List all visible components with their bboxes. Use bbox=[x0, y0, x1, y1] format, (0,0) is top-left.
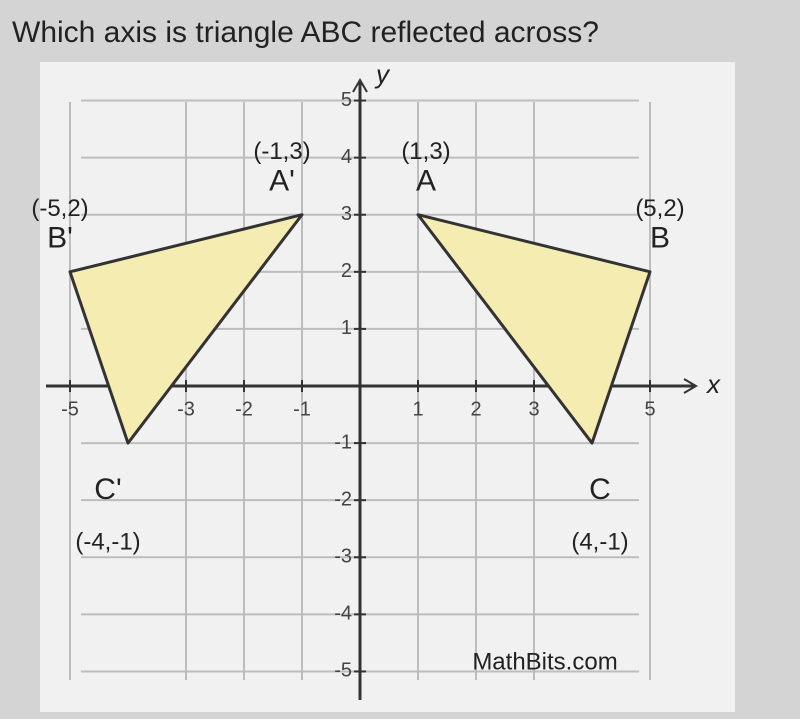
x-tick-label: -1 bbox=[293, 398, 311, 420]
y-tick-label: 2 bbox=[341, 260, 352, 282]
triangle bbox=[416, 213, 652, 445]
vertex-label: C bbox=[589, 473, 611, 506]
plot: xy-5 -3 -2 -1 1 2 3 554321-1-2-3-4-5A'(-1,3)B'(… bbox=[31, 59, 721, 700]
vertex-coordinate: (-5,2) bbox=[31, 195, 88, 222]
vertex-coordinate: (-1,3) bbox=[253, 138, 310, 165]
watermark: MathBits.com bbox=[472, 648, 617, 675]
y-axis-arrow bbox=[352, 78, 368, 93]
x-tick-label: 1 bbox=[412, 398, 423, 420]
y-tick-label: -2 bbox=[334, 488, 352, 510]
y-tick-label: -1 bbox=[334, 431, 352, 453]
vertex-label: B bbox=[650, 222, 670, 255]
x-tick-label: 5 bbox=[644, 398, 655, 420]
x-axis-label: x bbox=[705, 369, 721, 399]
x-tick-label: -5 bbox=[61, 398, 79, 420]
vertex-label: C' bbox=[94, 473, 121, 506]
vertex-coordinate: (1,3) bbox=[401, 138, 450, 165]
vertex-label: B' bbox=[47, 222, 73, 255]
y-tick-label: 5 bbox=[341, 89, 352, 111]
y-tick-label: 4 bbox=[341, 146, 352, 168]
vertex-label: A bbox=[416, 165, 436, 198]
vertex-coordinate: (5,2) bbox=[635, 195, 684, 222]
y-tick-label: 3 bbox=[341, 203, 352, 225]
x-tick-label: -3 bbox=[177, 398, 195, 420]
y-axis-label: y bbox=[374, 59, 391, 89]
x-tick-label: 3 bbox=[528, 398, 539, 420]
x-tick-label: -2 bbox=[235, 398, 253, 420]
vertex-coordinate: (-4,-1) bbox=[75, 528, 140, 555]
question: Which axis is triangle ABC reflected acr… bbox=[12, 16, 599, 49]
vertex-coordinate: (4,-1) bbox=[571, 528, 628, 555]
x-tick-label: 2 bbox=[470, 398, 481, 420]
y-tick-label: -5 bbox=[334, 660, 352, 682]
y-tick-label: -4 bbox=[334, 603, 352, 625]
y-tick-label: 1 bbox=[341, 317, 352, 339]
vertex-label: A' bbox=[269, 165, 295, 198]
x-axis-arrow bbox=[683, 378, 698, 394]
triangle bbox=[68, 213, 304, 445]
y-tick-label: -3 bbox=[334, 546, 352, 568]
